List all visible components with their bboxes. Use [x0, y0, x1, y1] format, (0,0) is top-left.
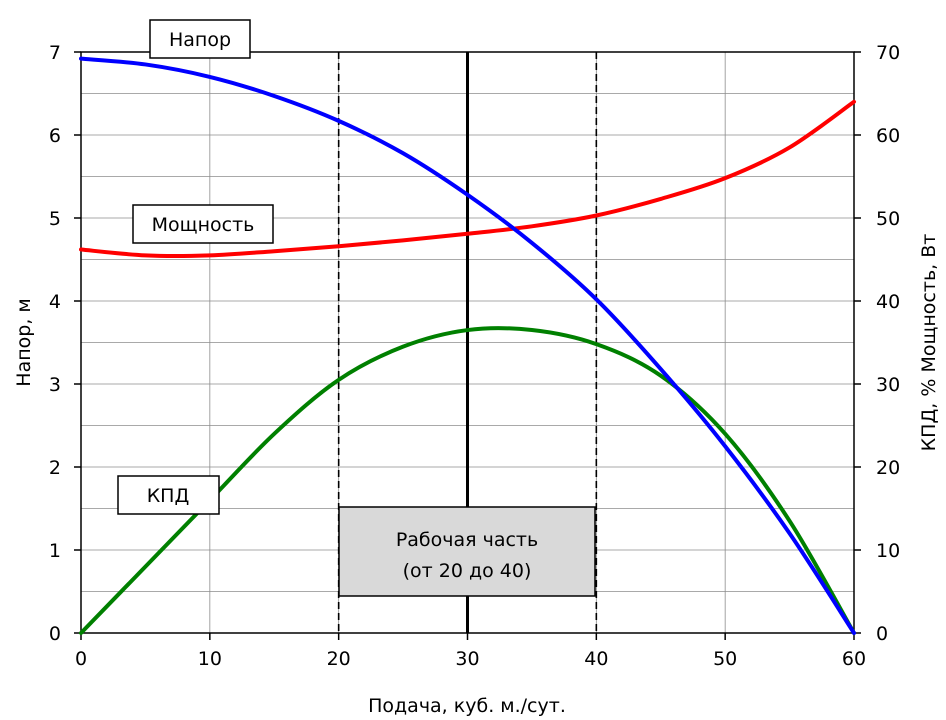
- y-right-tick-label: 50: [876, 208, 900, 230]
- working-range-label-line2: (от 20 до 40): [403, 560, 532, 582]
- x-axis-title: Подача, куб. м./сут.: [368, 695, 566, 717]
- y-left-tick-label: 1: [49, 540, 61, 562]
- y-right-axis-title: КПД, % Мощность, Вт: [918, 234, 940, 452]
- head-curve: [79, 56, 856, 635]
- x-tick-label: 50: [713, 648, 737, 670]
- power-label: Мощность: [152, 214, 255, 236]
- y-left-tick-label: 3: [49, 374, 61, 396]
- efficiency-label-box: [117, 475, 220, 515]
- y-left-tick-label: 2: [49, 457, 61, 479]
- y-right-tick-label: 20: [876, 457, 900, 479]
- x-tick-label: 20: [327, 648, 351, 670]
- head-label: Напор: [169, 29, 231, 51]
- power-label-box: [132, 204, 274, 244]
- x-tick-label: 10: [198, 648, 222, 670]
- y-right-tick-label: 30: [876, 374, 900, 396]
- power-curve: [79, 99, 856, 258]
- y-left-tick-label: 7: [49, 42, 61, 64]
- y-left-tick-label: 0: [49, 623, 61, 645]
- y-right-tick-label: 10: [876, 540, 900, 562]
- working-range-label-line1: Рабочая часть: [396, 529, 538, 551]
- working-range-box: [338, 506, 596, 597]
- y-right-tick-label: 40: [876, 291, 900, 313]
- y-right-tick-label: 70: [876, 42, 900, 64]
- x-tick-label: 40: [584, 648, 608, 670]
- x-tick-label: 60: [842, 648, 866, 670]
- efficiency-label: КПД: [147, 485, 190, 507]
- y-left-tick-label: 5: [49, 208, 61, 230]
- y-right-tick-label: 0: [876, 623, 888, 645]
- y-right-tick-label: 60: [876, 125, 900, 147]
- x-tick-label: 30: [455, 648, 479, 670]
- head-label-box: [149, 19, 251, 59]
- y-left-axis-title: Напор, м: [13, 298, 35, 386]
- annotations: Напор Мощность КПД Рабочая часть (от 20 …: [117, 19, 596, 597]
- y-left-tick-label: 4: [49, 291, 61, 313]
- x-tick-label: 0: [75, 648, 87, 670]
- y-left-tick-label: 6: [49, 125, 61, 147]
